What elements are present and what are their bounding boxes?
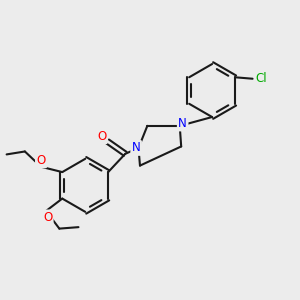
Text: N: N [132, 141, 140, 154]
Text: O: O [36, 154, 46, 167]
Text: Cl: Cl [255, 72, 267, 85]
Text: O: O [97, 130, 106, 143]
Text: N: N [178, 117, 187, 130]
Text: O: O [43, 211, 52, 224]
